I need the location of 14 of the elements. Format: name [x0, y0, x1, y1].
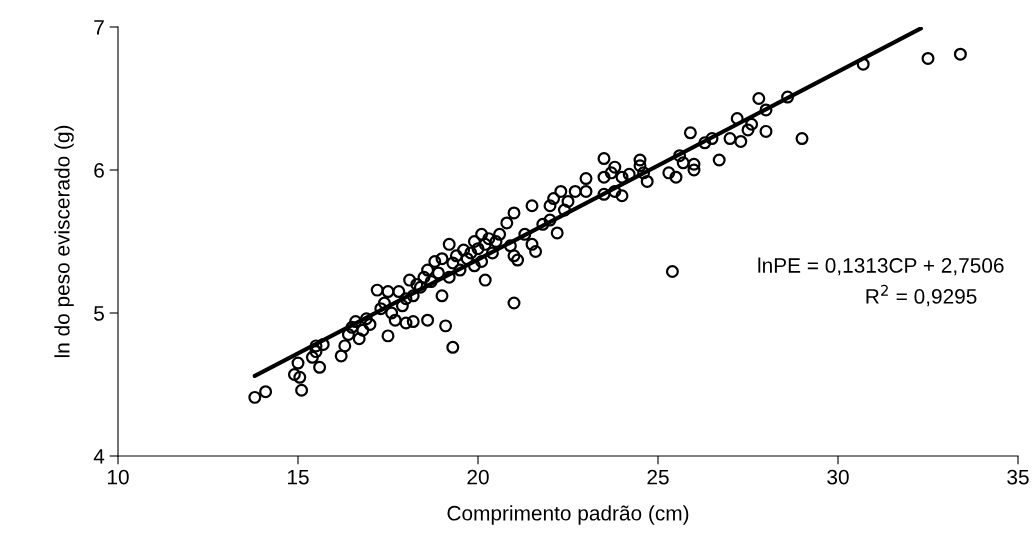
y-axis-title: ln do peso eviscerado (g) — [54, 125, 74, 358]
y-tick-label: 4 — [93, 449, 105, 464]
y-tick-label: 5 — [94, 306, 104, 321]
x-tick-label: 35 — [1007, 469, 1029, 485]
x-tick-label: 20 — [467, 469, 489, 485]
x-tick-label: 30 — [827, 469, 849, 485]
x-tick-label: 15 — [288, 469, 309, 485]
x-axis-title: Comprimento padrão (cm) — [447, 505, 689, 525]
x-tick-label: 25 — [647, 469, 669, 485]
y-tick-label: 6 — [94, 163, 104, 178]
annotation: lnPE = 0,1313CP + 2,7506 — [758, 257, 1004, 276]
x-tick-label: 10 — [108, 469, 129, 485]
annotation: R$^{2}$ = 0,9295 — [866, 284, 977, 307]
y-tick-label: 7 — [94, 20, 104, 35]
